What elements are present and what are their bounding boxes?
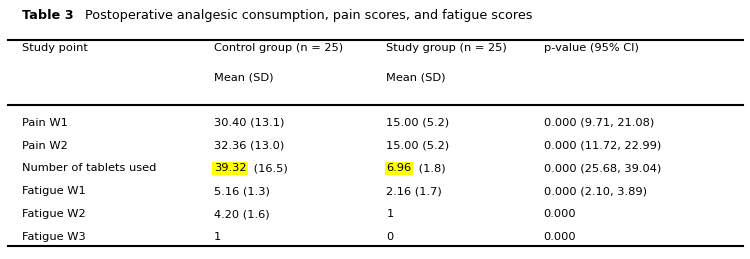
Text: Fatigue W3: Fatigue W3 [22, 232, 86, 242]
Text: 32.36 (13.0): 32.36 (13.0) [214, 141, 284, 151]
Text: (1.8): (1.8) [415, 163, 446, 174]
Text: 30.40 (13.1): 30.40 (13.1) [214, 118, 284, 128]
Text: Postoperative analgesic consumption, pain scores, and fatigue scores: Postoperative analgesic consumption, pai… [77, 9, 532, 22]
Text: 0: 0 [386, 232, 394, 242]
Text: 15.00 (5.2): 15.00 (5.2) [386, 141, 449, 151]
Text: Study point: Study point [22, 43, 88, 53]
Text: 1: 1 [214, 232, 221, 242]
Text: 39.32: 39.32 [214, 163, 246, 174]
Text: 4.20 (1.6): 4.20 (1.6) [214, 209, 269, 219]
Text: 0.000: 0.000 [544, 232, 576, 242]
Text: p-value (95% CI): p-value (95% CI) [544, 43, 638, 53]
Text: 0.000 (25.68, 39.04): 0.000 (25.68, 39.04) [544, 163, 661, 174]
Text: (16.5): (16.5) [250, 163, 287, 174]
Text: 5.16 (1.3): 5.16 (1.3) [214, 186, 270, 196]
Text: 2.16 (1.7): 2.16 (1.7) [386, 186, 442, 196]
Text: Table 3: Table 3 [22, 9, 74, 22]
Text: 15.00 (5.2): 15.00 (5.2) [386, 118, 449, 128]
Text: Control group (n = 25): Control group (n = 25) [214, 43, 343, 53]
Text: 6.96: 6.96 [386, 163, 411, 174]
Text: Study group (n = 25): Study group (n = 25) [386, 43, 507, 53]
Text: Mean (SD): Mean (SD) [386, 73, 446, 83]
Text: Number of tablets used: Number of tablets used [22, 163, 157, 174]
Text: 1: 1 [386, 209, 394, 219]
Text: Pain W1: Pain W1 [22, 118, 68, 128]
Text: 0.000 (11.72, 22.99): 0.000 (11.72, 22.99) [544, 141, 661, 151]
Text: Fatigue W2: Fatigue W2 [22, 209, 86, 219]
Text: 0.000 (2.10, 3.89): 0.000 (2.10, 3.89) [544, 186, 646, 196]
Text: Pain W2: Pain W2 [22, 141, 68, 151]
Text: Mean (SD): Mean (SD) [214, 73, 273, 83]
Text: 0.000 (9.71, 21.08): 0.000 (9.71, 21.08) [544, 118, 654, 128]
Text: Fatigue W1: Fatigue W1 [22, 186, 86, 196]
Text: 0.000: 0.000 [544, 209, 576, 219]
